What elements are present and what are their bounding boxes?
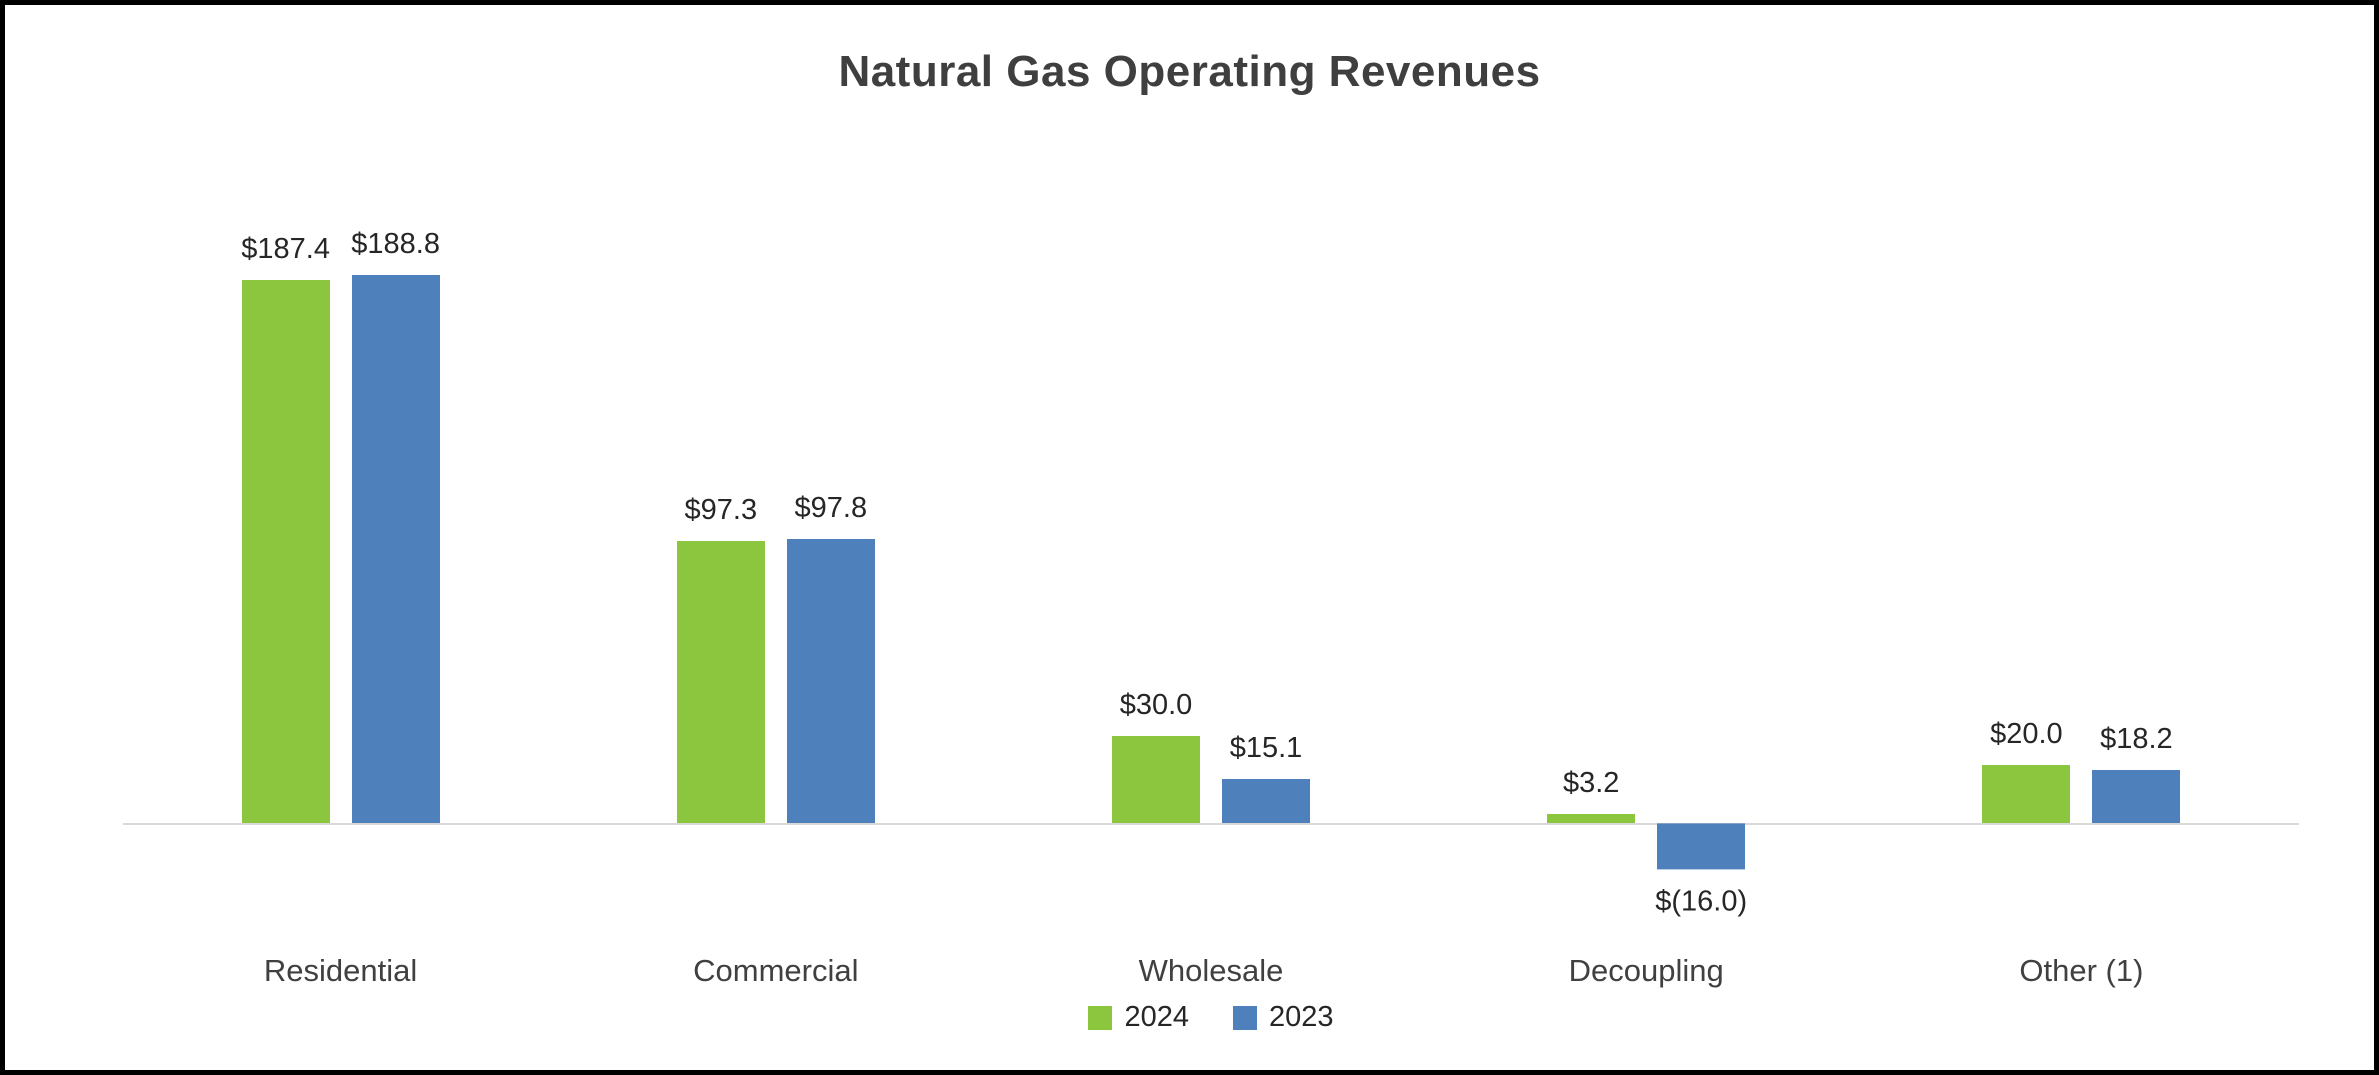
bar-group-wholesale: $30.0 $15.1 [993,5,1428,823]
legend: 2024 2023 [123,1001,2299,1034]
bar-2024-residential: $187.4 [241,233,330,823]
value-label-2024-residential: $187.4 [241,232,330,265]
value-label-2024-wholesale: $30.0 [1119,689,1193,721]
bar-2024-other-1: $20.0 [1982,718,2071,823]
legend-item-2023: 2023 [1233,1001,1334,1034]
bar-2024-commercial: $97.3 [676,494,765,823]
x-axis-line [123,823,2299,825]
category-label-decoupling: Decoupling [1568,953,1724,988]
value-label-2024-commercial: $97.3 [684,493,758,526]
bar-2023-residential: $188.8 [351,228,440,823]
bar-group-residential: $187.4 $188.8 [123,5,558,823]
bar-2023-commercial: $97.8 [786,492,875,823]
legend-swatch-2024 [1088,1005,1113,1030]
chart-title: Natural Gas Operating Revenues [838,47,1541,96]
bar-2024-wholesale: $30.0 [1112,689,1200,823]
category-axis-labels: Residential Commercial Wholesale Decoupling… [123,953,2299,989]
bar-group-commercial: $97.3 $97.8 [558,5,993,823]
value-label-2023-residential: $188.8 [351,228,440,261]
category-label-other-1: Other (1) [2019,953,2144,988]
legend-label-2023: 2023 [1269,1001,1334,1033]
bar-groups: $187.4 $188.8 $97.3 $97.8 $30.0 $15.1 $3.2 $(16… [123,5,2299,917]
legend-item-2024: 2024 [1088,1001,1189,1034]
bar-group-other-1: $20.0 $18.2 [1864,5,2299,823]
category-label-residential: Residential [263,953,418,988]
bar-2023-other-1: $18.2 [2092,723,2181,823]
legend-label-2024: 2024 [1124,1001,1189,1033]
value-label-2023-wholesale: $15.1 [1229,732,1303,765]
value-label-2023-other-1: $18.2 [2100,723,2173,756]
value-label-2024-other-1: $20.0 [1990,718,2063,750]
bar-group-decoupling: $3.2 $(16.0) [1429,5,1864,917]
category-label-commercial: Commercial [693,953,859,988]
value-label-2023-decoupling: $(16.0) [1655,885,1748,918]
bar-2023-wholesale: $15.1 [1222,732,1310,823]
bar-2024-decoupling: $3.2 [1547,767,1636,823]
bar-2023-decoupling: $(16.0) [1655,823,1747,917]
value-label-2024-decoupling: $3.2 [1562,766,1620,799]
plot-area: $187.4 $188.8 $97.3 $97.8 $30.0 $15.1 $3.2 $(16… [123,5,2299,1070]
category-label-wholesale: Wholesale [1138,953,1284,988]
value-label-2023-commercial: $97.8 [794,492,868,525]
legend-swatch-2023 [1233,1005,1257,1030]
